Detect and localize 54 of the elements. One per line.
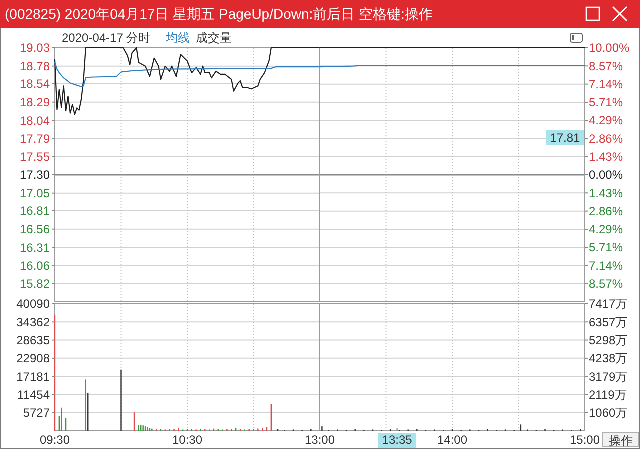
- y-tick-label: 34362: [16, 315, 50, 330]
- text: 操作: [609, 434, 633, 448]
- y2-tick-label: 5.71%: [589, 240, 624, 255]
- annotation: 17.81: [550, 130, 581, 145]
- y-tick-label: 28635: [16, 333, 50, 348]
- y2-tick-label: 5.71%: [589, 96, 624, 110]
- y2-tick-label: 2119万: [589, 388, 627, 402]
- y2-tick-label: 4.29%: [589, 222, 624, 237]
- chart-subtitle: 2020-04-17 分时: [62, 31, 151, 45]
- y2-tick-label: 1.43%: [589, 150, 624, 164]
- y-tick-label: 18.54: [20, 77, 50, 92]
- y2-tick-label: 4.29%: [589, 114, 624, 128]
- y2-tick-label: 0.00%: [589, 168, 624, 182]
- y-tick-label: 17.30: [20, 168, 50, 182]
- y-tick-label: 18.78: [20, 60, 50, 74]
- y2-tick-label: 8.57%: [589, 59, 624, 74]
- y2-tick-label: 6357万: [589, 315, 628, 330]
- y-tick-label: 17.79: [20, 132, 50, 146]
- y-tick-label: 11454: [18, 388, 50, 402]
- x-tick-label: 13:35: [382, 433, 413, 447]
- y-tick-label: 5727: [23, 406, 50, 420]
- y-tick-label: 16.31: [20, 240, 50, 255]
- chart-title: (002825) 2020年04月17日 星期五 PageUp/Down:前后日 空格键:操作: [5, 6, 433, 22]
- y-tick-label: 15.82: [20, 276, 50, 291]
- y2-tick-label: 7.14%: [589, 78, 624, 92]
- y2-tick-label: 2.86%: [589, 132, 624, 146]
- x-tick-label: 15:00: [570, 433, 600, 447]
- y2-tick-label: 5298万: [589, 333, 628, 348]
- y2-tick-label: 2.86%: [589, 204, 624, 219]
- x-tick-label: 13:00: [304, 433, 336, 447]
- x-tick-label: 14:00: [437, 433, 468, 447]
- y-tick-label: 16.56: [20, 222, 50, 237]
- y2-tick-label: 8.57%: [589, 277, 624, 292]
- y2-tick-label: 10.00%: [589, 41, 630, 56]
- y-tick-label: 22908: [16, 352, 50, 366]
- x-tick-label: 10:30: [172, 433, 203, 447]
- y-tick-label: 17.55: [20, 150, 50, 164]
- y-tick-label: 16.06: [20, 259, 50, 274]
- y2-tick-label: 3179万: [589, 370, 628, 384]
- y-tick-label: 17.05: [20, 186, 50, 201]
- x-tick-label: 09:30: [40, 433, 70, 447]
- y-tick-label: 40090: [16, 297, 50, 312]
- y2-tick-label: 7.14%: [589, 258, 624, 273]
- y-tick-label: 19.03: [20, 41, 50, 56]
- y2-tick-label: 1.43%: [589, 186, 624, 200]
- y2-tick-label: 1060万: [589, 406, 628, 420]
- text: 均线: [164, 31, 190, 45]
- y-tick-label: 16.81: [20, 204, 50, 218]
- y2-tick-label: 4238万: [589, 352, 628, 366]
- y-tick-label: 17181: [16, 370, 50, 384]
- y-tick-label: 18.04: [20, 114, 50, 128]
- y2-tick-label: 7417万: [589, 297, 628, 312]
- text: 成交量: [196, 31, 232, 45]
- y-tick-label: 18.29: [20, 96, 50, 110]
